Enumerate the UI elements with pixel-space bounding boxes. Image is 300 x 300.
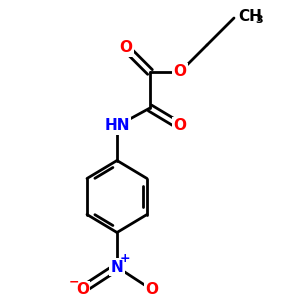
Text: O: O xyxy=(173,64,187,80)
Text: O: O xyxy=(173,118,187,134)
Text: O: O xyxy=(119,40,133,56)
Text: 3: 3 xyxy=(256,15,263,26)
Text: HN: HN xyxy=(104,118,130,134)
Text: −: − xyxy=(69,275,79,289)
Text: O: O xyxy=(145,282,158,297)
Text: CH: CH xyxy=(238,9,262,24)
Text: +: + xyxy=(119,252,130,265)
Text: N: N xyxy=(111,260,123,274)
Text: O: O xyxy=(76,282,89,297)
